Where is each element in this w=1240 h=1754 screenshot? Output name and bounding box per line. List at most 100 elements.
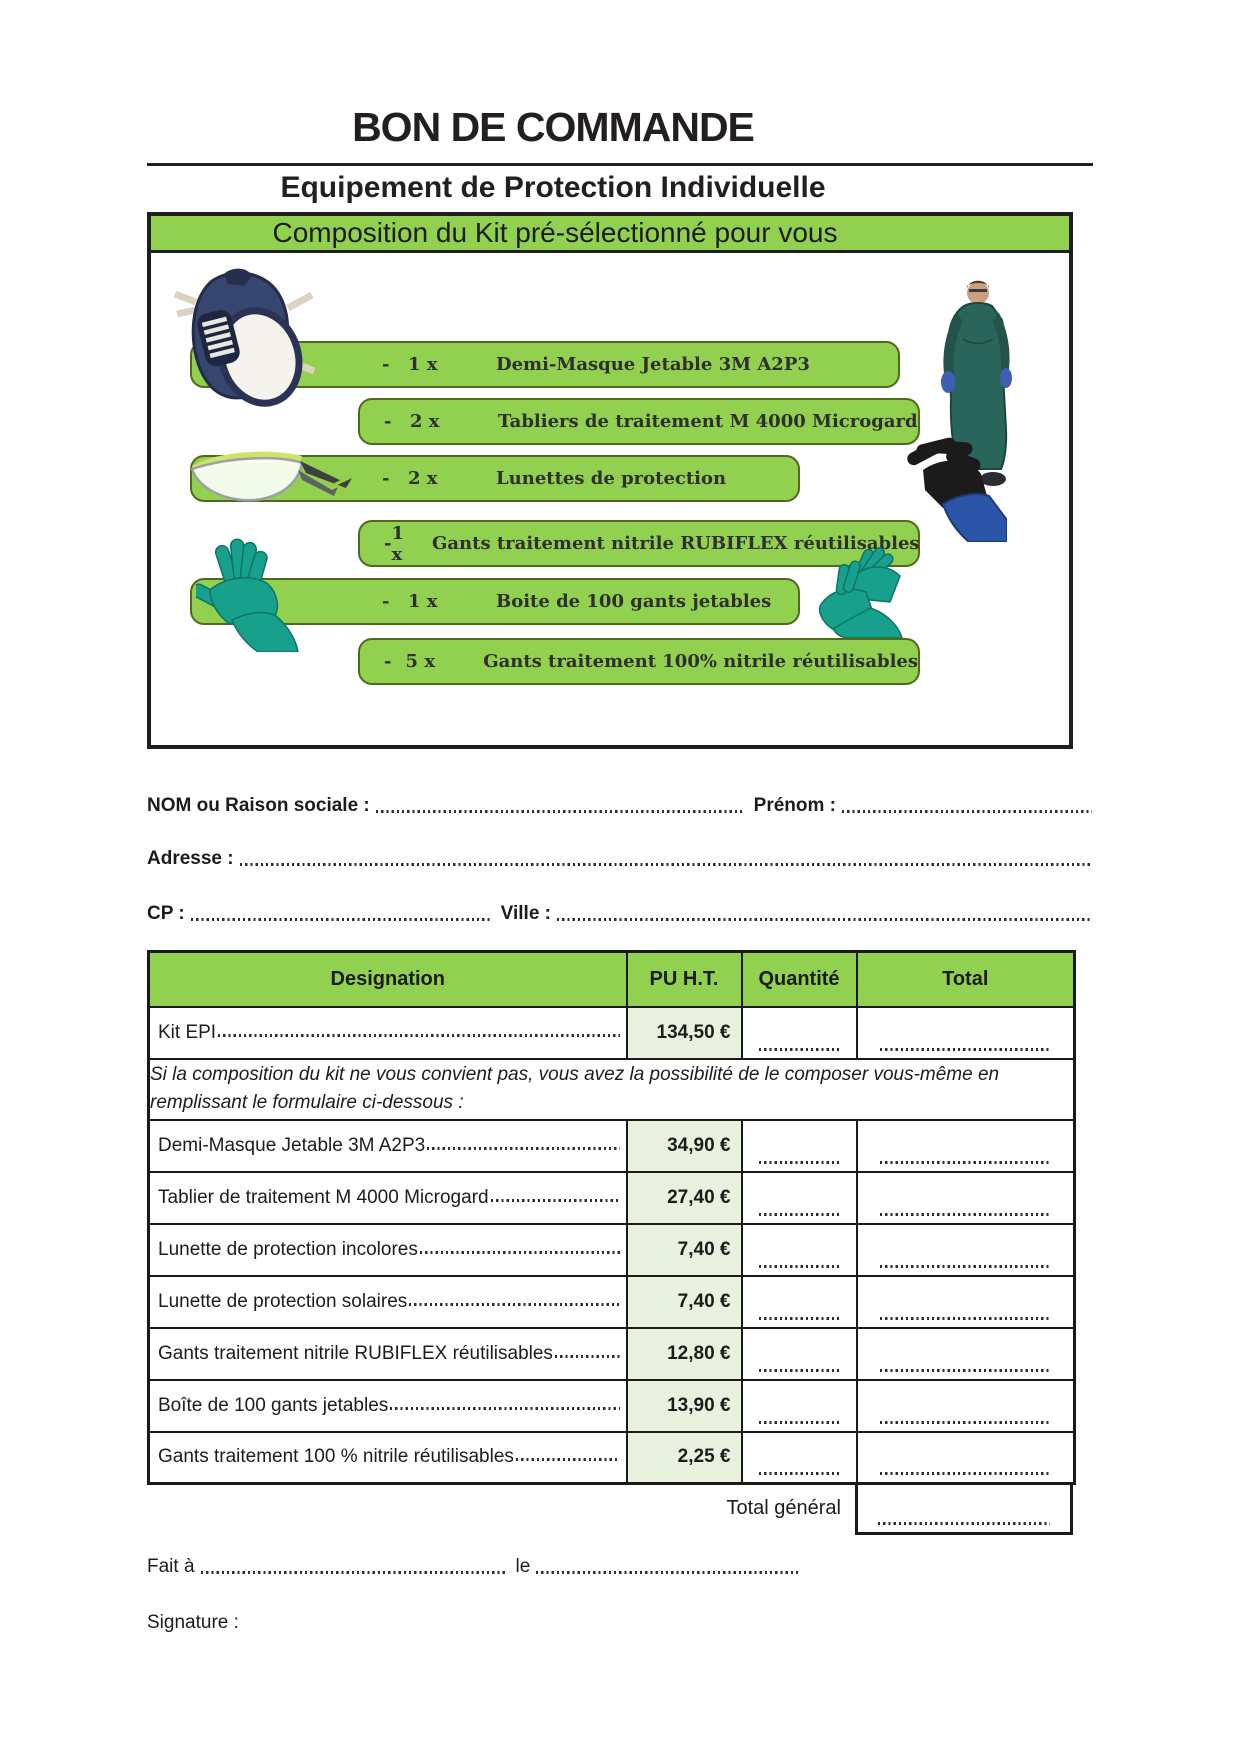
note-row: Si la composition du kit ne vous convien…	[147, 1057, 1076, 1121]
designation-leader-dots	[409, 1302, 620, 1306]
kit-item-dash: -	[384, 411, 392, 432]
item-row: Boîte de 100 gants jetables 13,90 €	[147, 1378, 1076, 1433]
name-label: NOM ou Raison sociale :	[147, 795, 370, 816]
kit-item-quantity: 1 x	[391, 522, 405, 565]
item-price: 34,90 €	[667, 1134, 731, 1156]
ville-label: Ville :	[500, 903, 552, 924]
kit-item-label: Gants traitement 100% nitrile réutilisab…	[483, 651, 918, 672]
kit-item-label: Lunettes de protection	[496, 468, 727, 489]
kit-item-quantity: 2 x	[408, 468, 438, 489]
page-title: BON DE COMMANDE	[352, 104, 755, 150]
kit-epi-designation: Kit EPI	[150, 1022, 626, 1044]
kit-item-text: - 1 x Boite de 100 gants jetables	[192, 580, 798, 623]
total-fill-field	[879, 1264, 1051, 1268]
prenom-label: Prénom :	[753, 795, 836, 816]
quantity-fill-field	[758, 1264, 840, 1268]
kit-item-quantity: 1 x	[408, 591, 438, 612]
quantity-fill-field	[758, 1368, 840, 1372]
item-designation: Lunette de protection incolores	[150, 1239, 626, 1261]
green-nitrile-glove-image	[191, 538, 324, 657]
item-designation: Tablier de traitement M 4000 Microgard	[150, 1187, 626, 1209]
item-row: Lunette de protection incolores 7,40 €	[147, 1222, 1076, 1277]
prenom-fill-field	[842, 810, 1092, 813]
quantity-fill-field	[758, 1316, 840, 1320]
item-designation: Gants traitement 100 % nitrile réutilisa…	[150, 1446, 626, 1468]
green-nitrile-gloves-pair-image	[810, 546, 918, 643]
kit-item-dash: -	[382, 591, 390, 612]
kit-item-label: Demi-Masque Jetable 3M A2P3	[496, 354, 810, 375]
header-pu-ht: PU H.T.	[625, 950, 743, 1008]
title-divider	[147, 163, 1093, 166]
cp-city-line: CP : Ville :	[147, 903, 1092, 925]
designation-leader-dots	[515, 1458, 620, 1462]
kit-item-quantity: 5 x	[405, 651, 436, 672]
signature-label: Signature :	[147, 1612, 239, 1633]
table-header-row: Designation PU H.T. Quantité Total	[147, 950, 1076, 1008]
quantity-fill-field	[758, 1047, 840, 1051]
kit-item-text: - 1 x Demi-Masque Jetable 3M A2P3	[192, 343, 898, 386]
quantity-fill-field	[758, 1420, 840, 1424]
date-fill-field	[536, 1571, 802, 1574]
kit-item-bar: - 1 x Demi-Masque Jetable 3M A2P3	[190, 341, 900, 388]
half-mask-respirator-image	[172, 264, 317, 421]
total-fill-field	[879, 1472, 1051, 1475]
kit-item-text: - 1 x Gants traitement nitrile RUBIFLEX …	[360, 522, 920, 565]
address-line: Adresse :	[147, 848, 1092, 870]
item-price: 7,40 €	[677, 1290, 731, 1312]
place-fill-field	[200, 1571, 506, 1574]
item-price: 7,40 €	[677, 1238, 731, 1260]
total-fill-field	[879, 1047, 1051, 1051]
quantity-fill-field	[758, 1472, 840, 1475]
designation-leader-dots	[427, 1146, 620, 1150]
item-designation: Lunette de protection solaires	[150, 1291, 626, 1313]
quantity-fill-field	[758, 1212, 840, 1216]
kit-composition-box: Composition du Kit pré-sélectionné pour …	[147, 212, 1073, 749]
total-general-row: Total général	[147, 1482, 1073, 1535]
cp-fill-field	[190, 918, 491, 921]
kit-item-dash: -	[382, 468, 390, 489]
kit-epi-price: 134,50 €	[656, 1021, 731, 1043]
item-price: 12,80 €	[667, 1342, 731, 1364]
header-quantite: Quantité	[740, 950, 858, 1008]
item-row: Tablier de traitement M 4000 Microgard 2…	[147, 1170, 1076, 1225]
address-fill-field	[239, 863, 1092, 866]
item-price: 13,90 €	[667, 1394, 731, 1416]
item-designation: Gants traitement nitrile RUBIFLEX réutil…	[150, 1343, 626, 1365]
kit-item-dash: -	[382, 354, 390, 375]
kit-item-bar: - 1 x Boite de 100 gants jetables	[190, 578, 800, 625]
kit-box-header: Composition du Kit pré-sélectionné pour …	[151, 216, 1069, 253]
name-line: NOM ou Raison sociale : Prénom :	[147, 795, 1092, 817]
kit-item-quantity: 2 x	[410, 411, 440, 432]
kit-box-content: - 1 x Demi-Masque Jetable 3M A2P3 - 2 x …	[151, 253, 1069, 743]
kit-item-bar: - 5 x Gants traitement 100% nitrile réut…	[358, 638, 920, 685]
item-row: Gants traitement 100 % nitrile réutilisa…	[147, 1430, 1076, 1485]
safety-glasses-image	[186, 446, 358, 515]
kit-item-label: Gants traitement nitrile RUBIFLEX réutil…	[432, 533, 920, 554]
kit-item-dash: -	[384, 533, 392, 554]
kit-item-quantity: 1 x	[408, 354, 438, 375]
blue-black-nitrile-glove-image	[903, 434, 1008, 547]
designation-leader-dots	[490, 1198, 620, 1202]
item-row: Demi-Masque Jetable 3M A2P3 34,90 €	[147, 1118, 1076, 1173]
protective-gown-person-image	[933, 279, 1021, 492]
kit-item-text: - 5 x Gants traitement 100% nitrile réut…	[360, 640, 918, 683]
name-fill-field	[375, 810, 744, 813]
total-general-label: Total général	[726, 1497, 841, 1519]
fait-a-label: Fait à	[147, 1556, 195, 1577]
designation-leader-dots	[554, 1354, 620, 1358]
designation-leader-dots	[390, 1406, 620, 1410]
kit-note-text: Si la composition du kit ne vous convien…	[147, 1057, 1076, 1121]
item-row: Lunette de protection solaires 7,40 €	[147, 1274, 1076, 1329]
address-label: Adresse :	[147, 848, 234, 869]
kit-item-bar: - 1 x Gants traitement nitrile RUBIFLEX …	[358, 520, 920, 567]
header-total: Total	[855, 950, 1076, 1008]
ville-fill-field	[557, 918, 1092, 921]
order-table: Designation PU H.T. Quantité Total Kit E…	[147, 950, 1076, 1485]
total-general-fill-field	[878, 1522, 1050, 1525]
designation-leader-dots	[419, 1250, 620, 1254]
total-fill-field	[879, 1160, 1051, 1164]
total-fill-field	[879, 1316, 1051, 1320]
item-row: Gants traitement nitrile RUBIFLEX réutil…	[147, 1326, 1076, 1381]
kit-epi-row: Kit EPI 134,50 €	[147, 1005, 1076, 1060]
